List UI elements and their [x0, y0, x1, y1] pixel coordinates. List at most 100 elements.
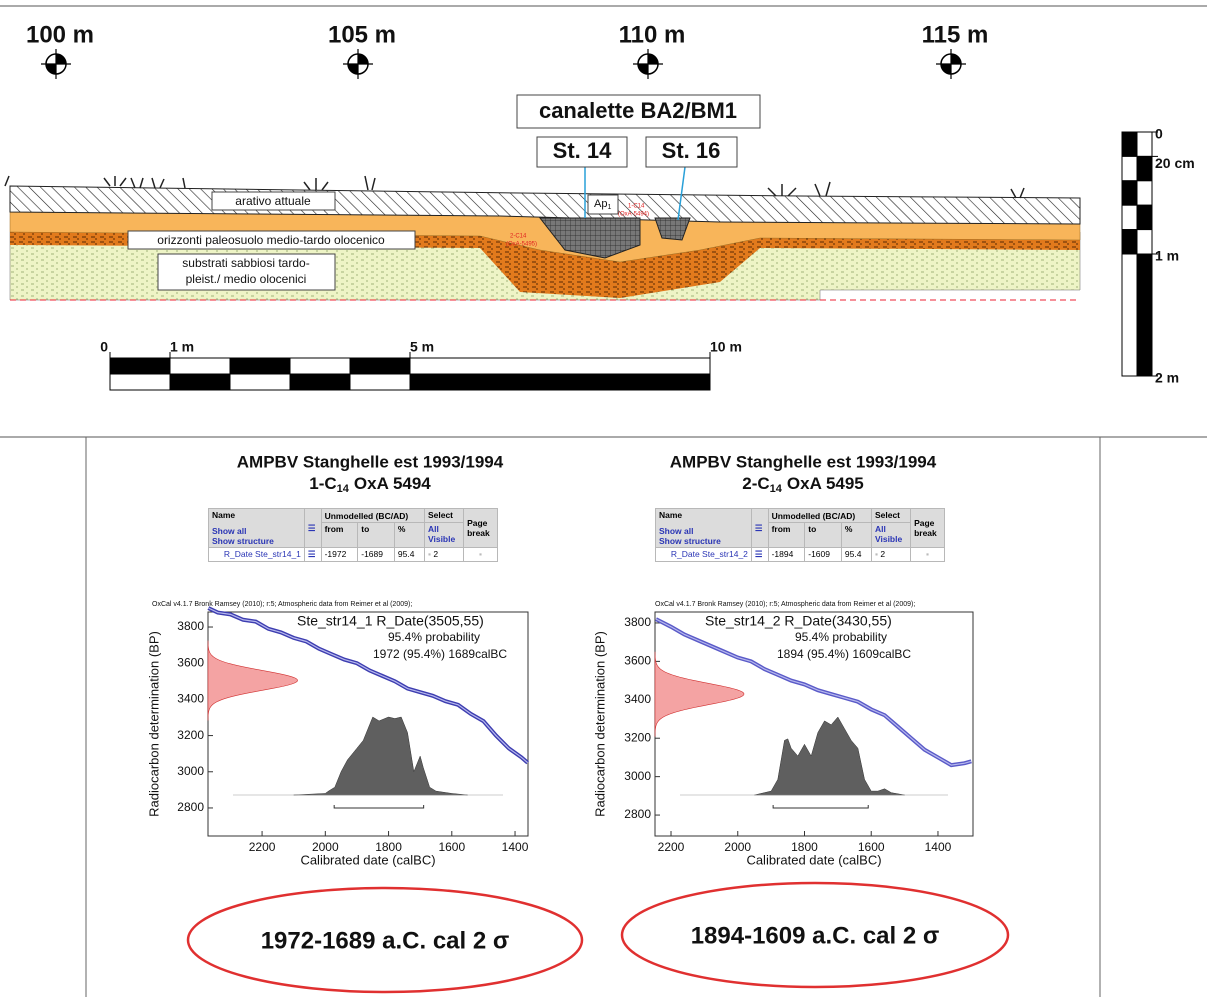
checkbox: ▪ — [463, 547, 498, 562]
x-tick-label: 1800 — [375, 840, 402, 854]
y-tick-label: 2800 — [624, 807, 651, 821]
table-link: Show all — [212, 526, 247, 536]
x-axis-label: Calibrated date (calBC) — [746, 852, 881, 867]
scale-label: 0 — [100, 339, 108, 355]
scale-block — [109, 373, 171, 391]
y-tick-label: 3600 — [624, 654, 651, 668]
result-ellipse — [186, 886, 584, 994]
result-label: 1972-1689 a.C. cal 2 σ — [261, 927, 510, 954]
plot-frame — [654, 611, 974, 837]
ap-sub: 1 — [607, 204, 611, 211]
table-header: Select — [870, 507, 912, 524]
table-cell: Page break — [910, 508, 945, 548]
y-axis-label: Radiocarbon determination (BP) — [146, 631, 161, 817]
survey-target — [936, 49, 966, 79]
x-tick-label: 1600 — [438, 840, 465, 854]
table-icon: ☰ — [303, 508, 322, 548]
table-cell: Name Show all Show structure — [655, 508, 752, 548]
survey-target — [41, 49, 71, 79]
scale-block — [169, 373, 231, 391]
x-tick-label: 1400 — [925, 840, 952, 854]
table-header: Select — [423, 507, 465, 524]
y-tick-label: 3400 — [177, 692, 204, 706]
table-header: Name — [212, 510, 236, 520]
table-header: Unmodelled (BC/AD) — [320, 507, 425, 524]
table-icon: ☰ — [303, 547, 322, 562]
distance-label: 110 m — [619, 21, 686, 48]
scale-block — [169, 357, 231, 375]
chart-title: AMPBV Stanghelle est 1993/1994 — [237, 452, 504, 471]
table-header: % — [393, 522, 425, 548]
annotation: 95.4% probability — [795, 630, 887, 644]
table-cell-value: 2 — [880, 549, 886, 559]
table-link: All — [874, 524, 886, 535]
scale-block — [1136, 131, 1153, 157]
table-header: from — [320, 522, 359, 548]
table-header: break — [914, 528, 937, 538]
oxcal-table: Name Show all Show structure ☰ Unmodelled (B… — [208, 507, 498, 562]
annotation: 95.4% probability — [388, 630, 480, 644]
scale-block — [1136, 155, 1153, 182]
calibrated-density — [754, 716, 905, 796]
scale-block — [229, 373, 291, 391]
range-bar — [333, 805, 425, 809]
table-icon: ☰ — [750, 508, 769, 548]
table-row: Name Show all Show structure ☰ Unmodelled (B… — [208, 507, 498, 548]
table-header: Page — [914, 518, 935, 528]
scale-block — [349, 357, 411, 375]
table-row: from to% All Visible — [656, 522, 945, 548]
sample-label: (OxA-5495) — [506, 242, 537, 248]
distance-label: 100 m — [26, 21, 94, 48]
table-link: All — [427, 524, 439, 535]
sample-label: 2-C14 — [510, 234, 527, 240]
table-header: % — [840, 522, 872, 548]
table-row: R_Date Ste_str14_1 ☰ -1972 -1689 95.4 ▪ 2 ▪ — [208, 547, 498, 562]
x-tick-label: 2200 — [658, 840, 685, 854]
structure-label: St. 16 — [662, 138, 721, 163]
table-header: Name — [659, 510, 683, 520]
checkbox: ▪ — [910, 547, 945, 562]
annotation: Ste_str14_1 R_Date(3505,55) — [297, 613, 484, 629]
scale-block — [1121, 131, 1138, 157]
table-cell-value: 2 — [433, 549, 439, 559]
table-icon: ☰ — [750, 547, 769, 562]
scale-label: 5 m — [410, 339, 434, 355]
layer-label: pleist./ medio olocenici — [186, 272, 307, 286]
table-row: Name Show all Show structure ☰ Unmodelled (B… — [655, 507, 945, 548]
table-header: to — [357, 522, 395, 548]
x-tick-label: 2200 — [249, 840, 276, 854]
table-cell: 95.4 — [840, 547, 872, 562]
table-row: R_Date Ste_str14_2 ☰ -1894 -1609 95.4 ▪ 2 ▪ — [655, 547, 945, 562]
table-link: Show structure — [659, 536, 721, 546]
x-tick-label: 1800 — [791, 840, 818, 854]
calibration-curve-inner — [208, 607, 529, 764]
table-cell: -1609 — [804, 547, 842, 562]
chart-title: AMPBV Stanghelle est 1993/1994 — [670, 452, 937, 471]
distance-label: 105 m — [328, 21, 396, 48]
scale-label: 20 cm — [1155, 155, 1195, 171]
scale-block — [1136, 204, 1153, 231]
scale-block — [289, 373, 351, 391]
scale-block — [1121, 204, 1138, 231]
y-tick-label: 3400 — [624, 692, 651, 706]
layer-label: orizzonti paleosuolo medio-tardo oloceni… — [157, 233, 385, 247]
table-header: from — [767, 522, 806, 548]
table-cell: ▪ 2 — [423, 547, 465, 562]
sample-label: 1-C14 — [628, 204, 645, 210]
table-row: from to% All Visible — [209, 522, 498, 548]
section-drawing — [4, 94, 1081, 301]
y-tick-label: 3200 — [177, 728, 204, 742]
measurement-distribution — [207, 640, 298, 721]
range-bar — [772, 805, 869, 809]
scale-block — [409, 373, 711, 391]
table-cell: Page break — [463, 508, 498, 548]
y-tick-label: 3000 — [624, 769, 651, 783]
checkbox: ▪ — [874, 549, 881, 559]
credit: OxCal v4.1.7 Bronk Ramsey (2010); r:5; A… — [152, 601, 412, 608]
scale-label: 2 m — [1155, 370, 1179, 386]
table-cell: -1972 — [320, 547, 359, 562]
table-cell: ▪ 2 — [870, 547, 912, 562]
result-ellipse — [620, 881, 1010, 989]
subtitle-part: OxA 5494 — [354, 474, 431, 493]
